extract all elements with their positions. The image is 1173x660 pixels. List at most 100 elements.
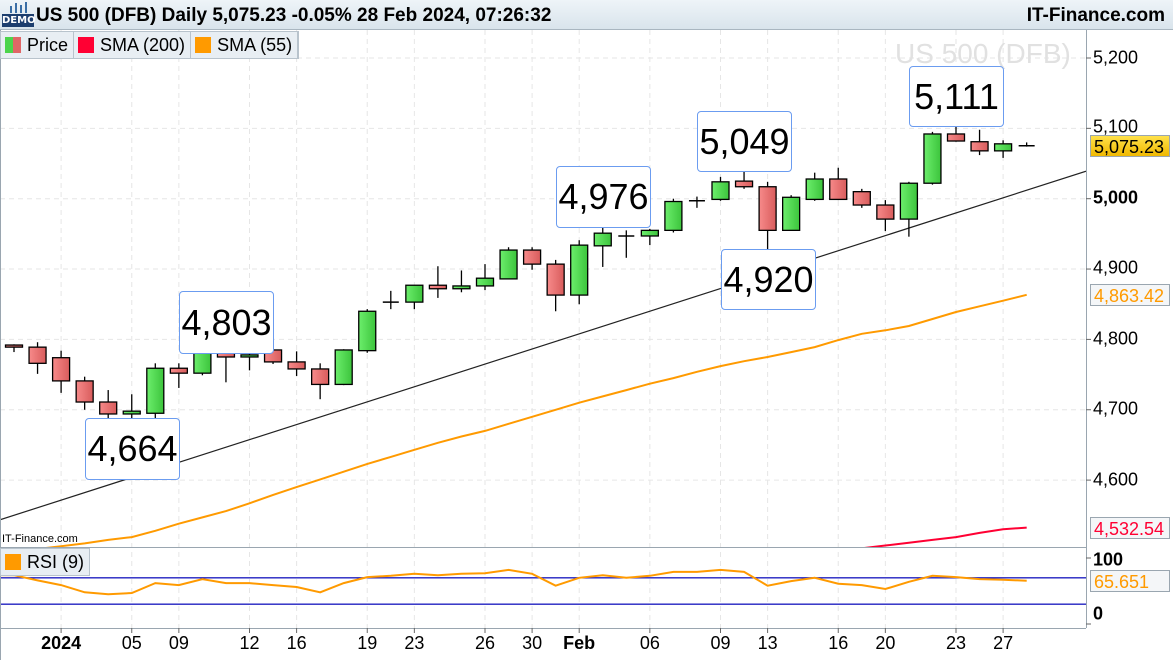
candle: [993, 140, 1013, 158]
candle: [970, 129, 989, 156]
date-label: 30: [522, 633, 543, 653]
candle: [829, 167, 848, 201]
date-label: 27: [993, 633, 1014, 653]
date-label: 12: [239, 633, 260, 653]
candle: [782, 195, 801, 232]
candle-body-up: [993, 143, 1013, 152]
candle: [640, 228, 659, 246]
candle: [852, 188, 871, 208]
price-tick: 4,800: [1093, 328, 1139, 349]
candle-body-up: [334, 349, 353, 386]
legend-label: SMA (200): [100, 34, 186, 55]
price-annotation-low: 4,920: [721, 249, 816, 310]
rsi-tick: 0: [1093, 603, 1104, 624]
demo-chart-icon: DEMO: [2, 2, 36, 28]
candle: [546, 259, 565, 312]
sma-55-line: [45, 293, 1027, 547]
candle: [805, 172, 824, 201]
price-tick: 5,100: [1093, 116, 1139, 137]
candle: [452, 270, 471, 293]
rsi-tick: 100: [1093, 549, 1124, 570]
candle: [51, 350, 71, 393]
date-label: 13: [757, 633, 778, 653]
candle-body-down: [734, 180, 754, 188]
price-annotation-low: 4,664: [85, 418, 180, 480]
candle-body-up: [923, 133, 942, 184]
sma-200-line: [864, 526, 1027, 547]
candle-body-down: [546, 263, 565, 296]
demo-badge: DEMO: [2, 14, 36, 27]
candle-body-down: [310, 368, 330, 386]
rsi-panel: [0, 568, 1086, 605]
brand-name: IT-Finance.com: [1026, 5, 1165, 26]
sma200-value-tag: 4,532.54: [1090, 517, 1170, 539]
candle: [688, 196, 705, 208]
price-annotation-high: 4,976: [556, 166, 651, 228]
candle-body-down: [970, 141, 989, 152]
candle-body-down: [946, 133, 966, 142]
legend-price[interactable]: Price: [1, 32, 75, 58]
candle: [382, 290, 399, 310]
candle-body-down: [75, 380, 94, 403]
candle-body-down: [99, 401, 118, 415]
last-price-tag: 5,075.23: [1090, 135, 1170, 157]
candle: [310, 363, 330, 400]
candle: [876, 200, 895, 232]
instrument-watermark: US 500 (DFB): [895, 38, 1071, 69]
candle-body-up: [711, 181, 730, 201]
candle: [522, 247, 542, 270]
price-tick: 5,200: [1093, 47, 1139, 68]
candle-body-up: [240, 354, 259, 358]
date-label: 16: [286, 633, 307, 653]
candle-body-up: [146, 367, 165, 414]
candle: [428, 266, 448, 298]
price-swatch: [5, 37, 21, 53]
candle: [618, 230, 635, 258]
candle: [475, 264, 495, 291]
price-annotation-high: 4,803: [179, 291, 274, 354]
legend-sma-55[interactable]: SMA (55): [191, 32, 299, 58]
candle: [146, 363, 165, 426]
date-label: 09: [710, 633, 731, 653]
legend-sma-200[interactable]: SMA (200): [74, 32, 192, 58]
candle-body-down: [852, 191, 871, 206]
rsi-value-tag: 65.651: [1090, 570, 1170, 592]
chart-legend: Price SMA (200) SMA (55): [0, 31, 300, 59]
date-label: 05: [121, 633, 142, 653]
rsi-swatch: [5, 554, 21, 570]
candle-body-down: [4, 344, 24, 348]
candle-body-up: [640, 229, 659, 237]
rsi-legend-label: RSI (9): [27, 551, 85, 572]
date-label: 23: [404, 633, 425, 653]
candle-body-up: [475, 277, 495, 287]
candle-body-down: [829, 178, 848, 201]
chart-brand-small: IT-Finance.com: [2, 533, 78, 545]
candle: [664, 198, 683, 233]
price-annotation-high: 5,049: [697, 111, 792, 172]
candle-body-down: [51, 357, 71, 382]
support-trendline: [0, 170, 1086, 521]
candle-body-up: [499, 249, 518, 280]
candle: [923, 131, 942, 185]
candle: [334, 349, 353, 386]
candle: [28, 342, 47, 374]
date-label: 16: [828, 633, 849, 653]
candle: [358, 309, 377, 353]
candle-body-up: [452, 285, 471, 290]
candle: [499, 247, 518, 280]
candle-body-down: [876, 204, 895, 220]
date-label: 19: [357, 633, 378, 653]
chart-header: DEMO US 500 (DFB) Daily 5,075.23 -0.05% …: [0, 0, 1173, 30]
price-panel: [0, 120, 1086, 547]
candle-body-up: [593, 232, 612, 247]
candle-body-up: [899, 182, 919, 220]
candle-body-down: [28, 346, 47, 364]
candle-body-down: [428, 284, 448, 290]
candle-body-up: [664, 200, 683, 232]
price-annotation-high: 5,111: [909, 66, 1004, 127]
candle: [99, 390, 118, 419]
candle: [75, 376, 94, 410]
candle-body-up: [782, 196, 801, 232]
date-label: 09: [168, 633, 189, 653]
rsi-legend[interactable]: RSI (9): [0, 548, 90, 576]
